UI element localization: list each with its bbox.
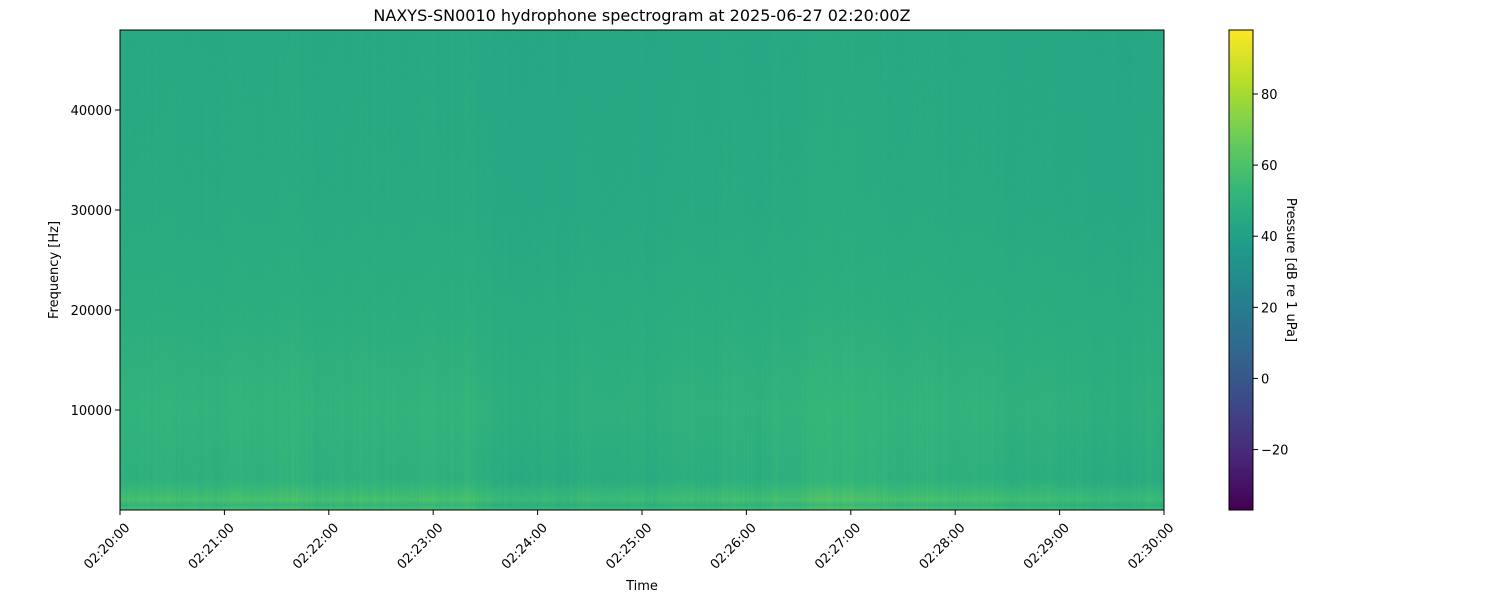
- y-axis-label: Frequency [Hz]: [47, 221, 62, 319]
- colorbar-tick-label: 60: [1261, 159, 1278, 174]
- x-tick-label: 02:27:00: [812, 521, 864, 573]
- x-tick-label: 02:20:00: [81, 521, 133, 573]
- colorbar-frame: [1228, 29, 1254, 511]
- y-tick-label: 40000: [71, 104, 112, 119]
- x-tick-label: 02:25:00: [603, 521, 655, 573]
- y-tick-label: 10000: [71, 404, 112, 419]
- x-tick-label: 02:29:00: [1021, 521, 1073, 573]
- x-axis-label: Time: [625, 579, 658, 594]
- colorbar-gradient: [1229, 30, 1253, 510]
- chart-title: NAXYS-SN0010 hydrophone spectrogram at 2…: [373, 6, 910, 25]
- colorbar-tick-label: 20: [1261, 301, 1278, 316]
- y-axis: 10000 20000 30000 40000: [71, 104, 120, 419]
- colorbar-tick-label: 40: [1261, 230, 1278, 245]
- x-tick-label: 02:23:00: [395, 521, 447, 573]
- colorbar-tick-label: −20: [1261, 444, 1288, 459]
- colorbar-axis: −20 0 20 40 60 80: [1253, 88, 1288, 459]
- y-tick-label: 20000: [71, 304, 112, 319]
- spectrogram-heatmap: [120, 30, 1164, 510]
- colorbar-tick-label: 80: [1261, 88, 1278, 103]
- y-tick-label: 30000: [71, 204, 112, 219]
- x-tick-label: 02:24:00: [499, 521, 551, 573]
- x-axis: 02:20:00 02:21:00 02:22:00 02:23:00 02:24:00…: [81, 510, 1177, 573]
- x-tick-label: 02:21:00: [186, 521, 238, 573]
- plot-frame: [119, 29, 1165, 511]
- colorbar-tick-label: 0: [1261, 372, 1269, 387]
- x-tick-label: 02:28:00: [917, 521, 969, 573]
- x-tick-label: 02:22:00: [290, 521, 342, 573]
- x-tick-label: 02:30:00: [1125, 521, 1177, 573]
- colorbar-label: Pressure [dB re 1 uPa]: [1283, 198, 1298, 342]
- x-tick-label: 02:26:00: [708, 521, 760, 573]
